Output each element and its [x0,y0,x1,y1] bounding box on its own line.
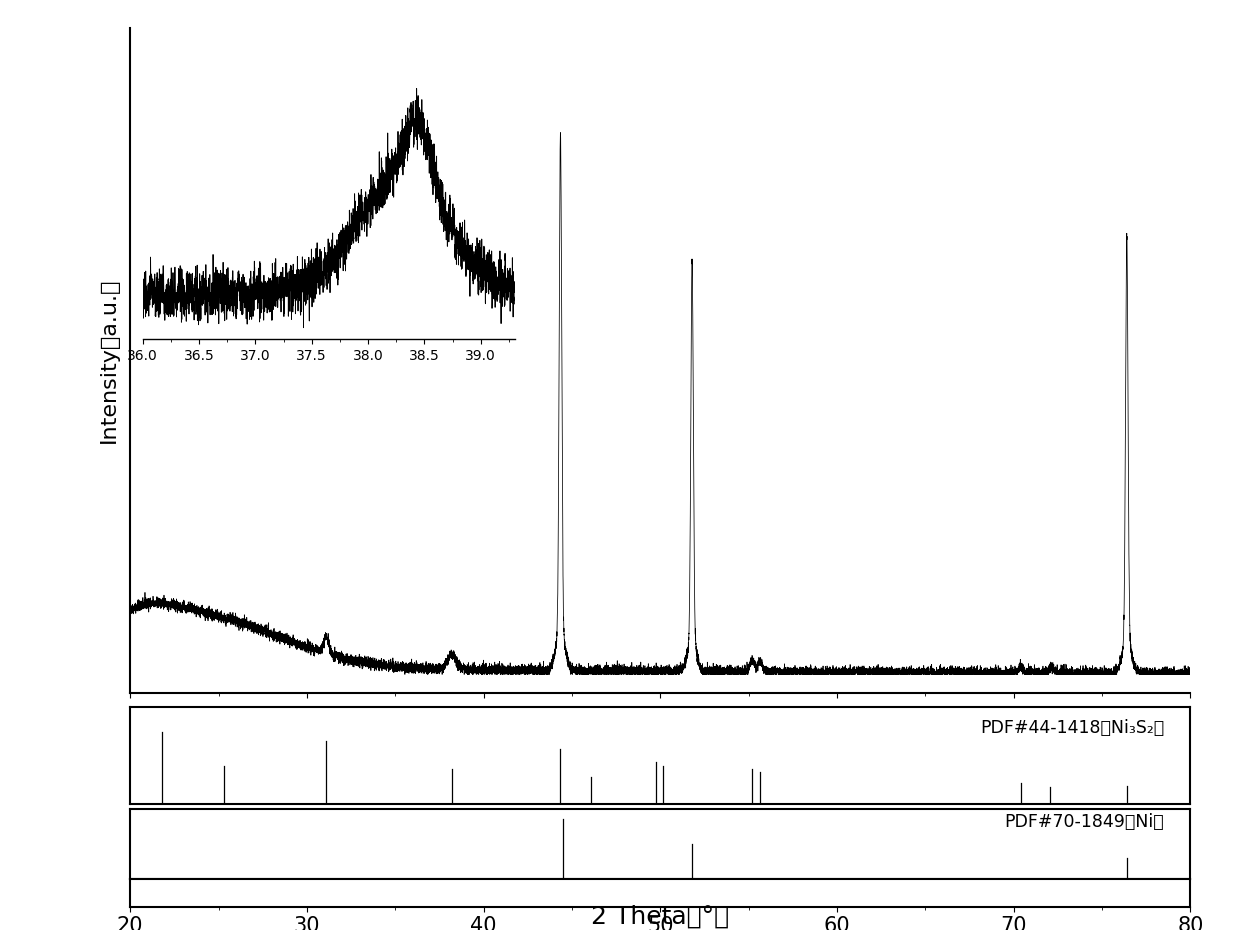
Y-axis label: Intensity（a.u.）: Intensity（a.u.） [99,278,119,443]
Text: PDF#44-1418（Ni₃S₂）: PDF#44-1418（Ni₃S₂） [980,719,1164,737]
Text: 2 Theta（°）: 2 Theta（°） [591,904,729,928]
Text: PDF#70-1849（Ni）: PDF#70-1849（Ni） [1004,813,1164,830]
